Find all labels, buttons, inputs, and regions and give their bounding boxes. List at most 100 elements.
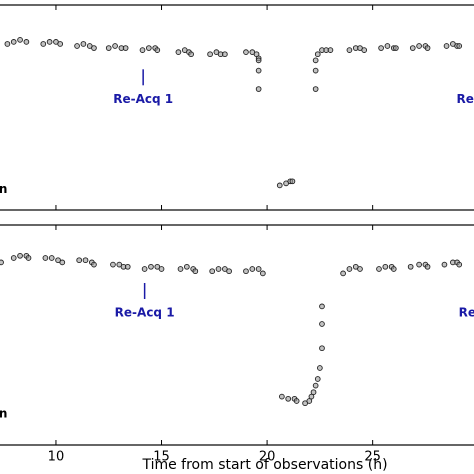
data-point xyxy=(424,45,431,51)
data-point xyxy=(243,268,249,275)
data-point xyxy=(42,255,49,261)
data-point xyxy=(25,255,32,261)
data-point xyxy=(226,268,232,275)
data-point xyxy=(441,261,448,268)
data-point xyxy=(249,266,256,272)
data-point xyxy=(80,41,87,47)
data-point xyxy=(306,398,313,404)
data-point xyxy=(255,57,262,64)
x-tick-label: 15 xyxy=(153,450,170,465)
data-point xyxy=(310,389,317,396)
data-point xyxy=(319,321,325,327)
data-point xyxy=(17,36,23,43)
annotation: Re-Acq 1 xyxy=(115,306,175,320)
data-point xyxy=(10,255,17,261)
data-point xyxy=(175,49,182,56)
data-point xyxy=(55,257,61,264)
data-point xyxy=(285,395,292,402)
data-point xyxy=(319,303,325,310)
data-point xyxy=(215,266,222,272)
data-point xyxy=(4,41,11,47)
x-axis-label: Time from start of observations (h) xyxy=(141,457,387,473)
data-point xyxy=(376,266,382,272)
plot-frame xyxy=(0,4,474,211)
data-point xyxy=(57,41,64,47)
data-point xyxy=(456,43,463,49)
data-point xyxy=(352,263,359,270)
data-point xyxy=(110,261,116,268)
data-point xyxy=(154,263,161,270)
data-point xyxy=(91,261,97,268)
annotation: n xyxy=(0,182,7,196)
data-point xyxy=(424,263,431,270)
data-point xyxy=(158,266,165,272)
data-point xyxy=(317,365,323,371)
data-point xyxy=(146,45,152,51)
data-point xyxy=(314,51,321,58)
data-point xyxy=(0,259,4,266)
data-point xyxy=(40,41,47,47)
data-point xyxy=(302,400,308,407)
data-point xyxy=(409,45,416,51)
data-point xyxy=(154,47,161,53)
data-point xyxy=(293,398,300,404)
data-point xyxy=(112,43,118,49)
data-point xyxy=(393,45,399,51)
data-point xyxy=(192,268,199,275)
data-point xyxy=(312,382,319,389)
data-point xyxy=(346,47,353,53)
data-point xyxy=(357,266,363,272)
data-point xyxy=(312,57,319,64)
data-point xyxy=(308,393,315,400)
data-point xyxy=(255,86,262,92)
x-tick-label: 10 xyxy=(48,450,65,465)
annotation: Re- xyxy=(459,306,474,320)
data-point xyxy=(312,67,319,74)
data-point xyxy=(48,255,55,261)
data-point xyxy=(10,39,17,45)
data-point xyxy=(319,345,325,352)
data-point xyxy=(59,259,66,266)
data-point xyxy=(184,263,190,270)
data-point xyxy=(74,43,80,49)
annotation: n xyxy=(0,407,7,421)
data-point xyxy=(188,51,194,58)
data-point xyxy=(177,266,184,272)
data-point xyxy=(124,263,131,270)
data-point xyxy=(312,86,319,92)
data-point xyxy=(148,263,154,270)
data-point xyxy=(289,178,296,185)
annotation: Re- xyxy=(456,92,474,106)
data-point xyxy=(390,266,397,272)
data-point xyxy=(255,67,262,74)
x-tick-label: 20 xyxy=(259,450,276,465)
data-point xyxy=(17,252,23,259)
data-point xyxy=(91,45,97,51)
data-point xyxy=(416,43,422,49)
data-point xyxy=(243,49,249,56)
data-point xyxy=(209,268,216,275)
data-point xyxy=(340,270,346,277)
data-point xyxy=(443,43,450,49)
data-point xyxy=(207,51,213,58)
data-point xyxy=(456,261,463,268)
data-point xyxy=(276,182,283,189)
data-point xyxy=(82,257,89,264)
data-point xyxy=(141,266,148,272)
data-point xyxy=(382,263,389,270)
data-point xyxy=(260,270,266,277)
data-point xyxy=(407,263,414,270)
data-point xyxy=(346,266,353,272)
data-point xyxy=(416,261,422,268)
data-point xyxy=(222,266,228,272)
data-point xyxy=(46,39,53,45)
annotation: Re-Acq 1 xyxy=(113,92,173,106)
data-point xyxy=(279,393,285,400)
data-point xyxy=(116,261,123,268)
data-point xyxy=(361,47,368,53)
x-tick-label: 25 xyxy=(364,450,381,465)
data-point xyxy=(327,47,334,53)
plot-frame xyxy=(0,224,474,446)
data-point xyxy=(23,39,30,45)
